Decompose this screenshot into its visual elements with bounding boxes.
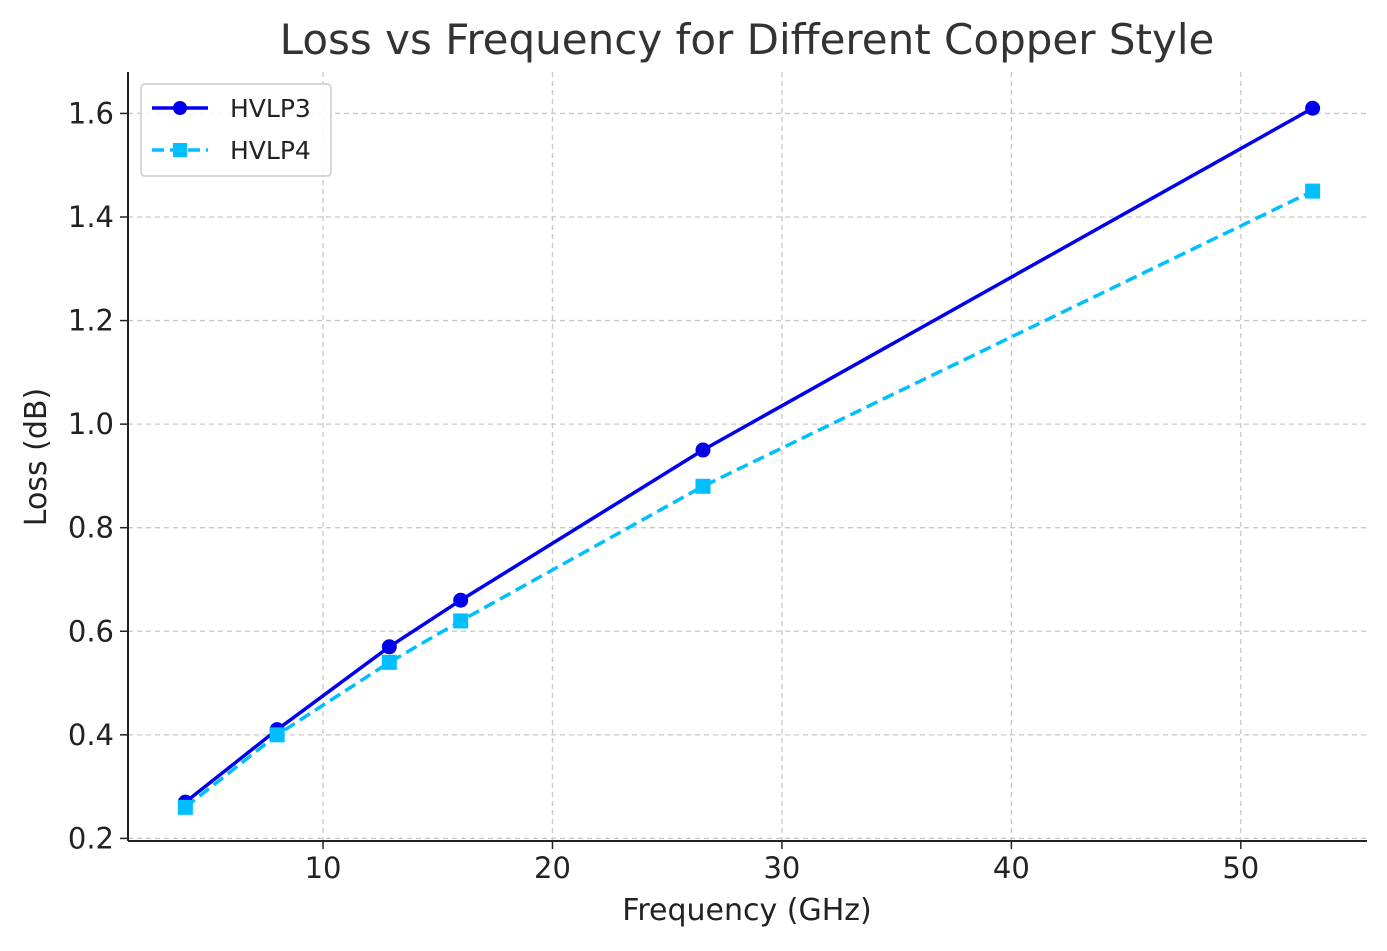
legend-item-hvlp3[interactable]: HVLP3 bbox=[152, 94, 311, 123]
chart-title: Loss vs Frequency for Different Copper S… bbox=[280, 15, 1215, 64]
x-tick-label: 40 bbox=[993, 851, 1030, 885]
y-tick-label: 0.6 bbox=[68, 614, 114, 648]
series-hvlp3 bbox=[177, 100, 1321, 810]
y-tick-label: 0.2 bbox=[68, 821, 114, 855]
data-point-hvlp4 bbox=[269, 727, 285, 743]
y-tick-label: 1.6 bbox=[68, 96, 114, 130]
x-axis-label: Frequency (GHz) bbox=[622, 893, 871, 928]
legend-hvlp3-label: HVLP3 bbox=[230, 94, 311, 123]
y-axis-label: Loss (dB) bbox=[19, 388, 54, 526]
legend-item-hvlp4[interactable]: HVLP4 bbox=[152, 136, 311, 165]
data-series bbox=[177, 100, 1321, 815]
grid-lines bbox=[128, 72, 1367, 841]
legend[interactable]: HVLP3 HVLP4 bbox=[140, 83, 332, 177]
y-tick-label: 0.8 bbox=[68, 511, 114, 545]
legend-hvlp4-marker bbox=[173, 143, 187, 157]
legend-hvlp4-label: HVLP4 bbox=[230, 136, 311, 165]
tick-marks: 10 20 30 40 50 0.2 0.4 0.6 0.8 1.0 1.2 1.4 1.6 bbox=[68, 96, 1259, 885]
data-point-hvlp3 bbox=[381, 639, 397, 655]
x-tick-label: 20 bbox=[534, 851, 571, 885]
x-tick-label: 10 bbox=[305, 851, 342, 885]
data-point-hvlp3 bbox=[695, 442, 711, 458]
x-tick-label: 50 bbox=[1222, 851, 1259, 885]
data-point-hvlp4 bbox=[695, 478, 711, 494]
legend-hvlp3-marker bbox=[173, 101, 187, 115]
axes bbox=[127, 72, 1367, 842]
x-tick-label: 30 bbox=[763, 851, 800, 885]
y-tick-label: 1.4 bbox=[68, 200, 114, 234]
data-point-hvlp4 bbox=[1305, 183, 1321, 199]
series-line-hvlp3 bbox=[184, 106, 1314, 804]
data-point-hvlp3 bbox=[453, 592, 469, 608]
y-tick-label: 1.0 bbox=[68, 407, 114, 441]
data-point-hvlp4 bbox=[177, 799, 193, 815]
data-point-hvlp4 bbox=[453, 613, 469, 629]
y-tick-label: 0.4 bbox=[68, 718, 114, 752]
y-tick-label: 1.2 bbox=[68, 304, 114, 338]
data-point-hvlp3 bbox=[1305, 100, 1321, 116]
series-hvlp4 bbox=[177, 183, 1321, 815]
data-point-hvlp4 bbox=[381, 654, 397, 670]
series-line-hvlp4 bbox=[184, 189, 1314, 809]
